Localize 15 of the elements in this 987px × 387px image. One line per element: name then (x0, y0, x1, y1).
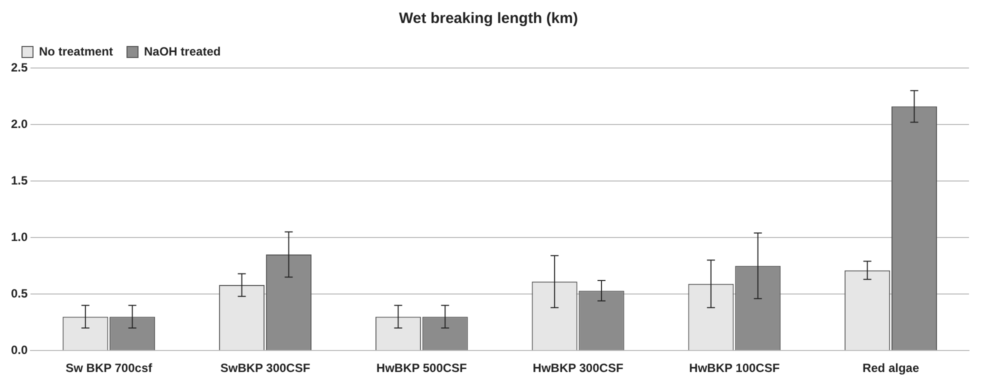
x-tick-label: HwBKP 300CSF (532, 361, 624, 376)
y-tick-label: 0.0 (10, 342, 28, 357)
x-tick-label: Sw BKP 700csf (66, 361, 154, 376)
y-tick-label: 1.0 (10, 230, 28, 244)
y-tick-label: 2.0 (10, 116, 28, 131)
y-tick-label: 0.5 (10, 286, 28, 300)
x-tick-label: HwBKP 100CSF (689, 361, 780, 376)
y-tick-label: 2.5 (10, 60, 28, 74)
x-tick-label: HwBKP 500CSF (376, 361, 467, 376)
legend-label: NaOH treated (144, 44, 221, 58)
x-tick-label: Red algae (862, 361, 920, 376)
chart-title: Wet breaking length (km) (399, 10, 578, 28)
x-tick-label: SwBKP 300CSF (220, 361, 310, 376)
y-tick-label: 1.5 (10, 173, 28, 188)
legend-label: No treatment (39, 44, 114, 58)
